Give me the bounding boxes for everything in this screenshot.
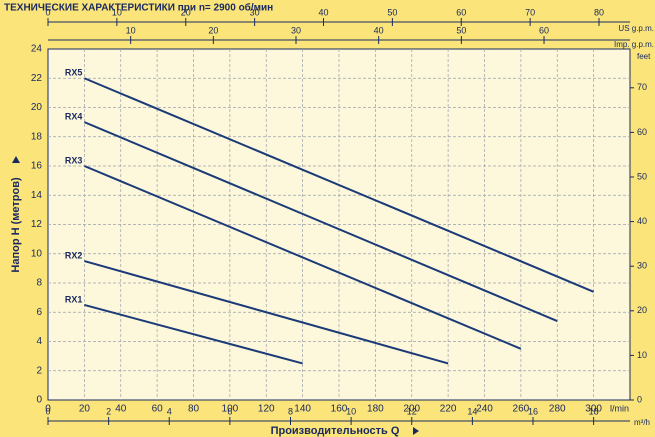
chart-title: ТЕХНИЧЕСКИЕ ХАРАКТЕРИСТИКИ при n= 2900 о… bbox=[4, 2, 273, 14]
m3h-tick-label: 12 bbox=[407, 406, 417, 416]
usgpm-tick-label: 0 bbox=[45, 7, 50, 17]
x-tick-label: 0 bbox=[45, 404, 51, 415]
x-tick-label: 120 bbox=[258, 404, 275, 415]
m3h-tick-label: 14 bbox=[467, 406, 477, 416]
x-tick-label: 60 bbox=[152, 404, 164, 415]
arrow-icon bbox=[413, 427, 419, 435]
x-tick-label: 20 bbox=[79, 404, 91, 415]
usgpm-tick-label: 70 bbox=[525, 7, 535, 17]
feet-tick-label: 20 bbox=[637, 305, 647, 315]
y-tick-label: 4 bbox=[36, 336, 42, 347]
usgpm-tick-label: 80 bbox=[594, 7, 604, 17]
x-tick-label: 200 bbox=[403, 404, 420, 415]
m3h-unit-label: m³/h bbox=[634, 418, 650, 427]
m3h-tick-label: 10 bbox=[346, 406, 356, 416]
x-tick-label: 180 bbox=[367, 404, 384, 415]
feet-tick-label: 60 bbox=[637, 127, 647, 137]
m3h-tick-label: 2 bbox=[106, 406, 111, 416]
feet-tick-label: 0 bbox=[637, 394, 642, 404]
y-tick-label: 6 bbox=[36, 307, 42, 318]
y-tick-label: 14 bbox=[31, 190, 43, 201]
m3h-tick-label: 6 bbox=[227, 406, 232, 416]
y-tick-label: 22 bbox=[31, 73, 43, 84]
series-line bbox=[84, 260, 449, 365]
x-tick-label: 300 bbox=[585, 404, 602, 415]
y-tick-label: 20 bbox=[31, 102, 43, 113]
y-tick-label: 12 bbox=[31, 219, 43, 230]
impgpm-tick-label: 60 bbox=[539, 25, 549, 35]
series-label: RX3 bbox=[65, 155, 83, 165]
y-tick-label: 18 bbox=[31, 131, 43, 142]
m3h-tick-label: 16 bbox=[528, 406, 538, 416]
feet-tick-label: 10 bbox=[637, 350, 647, 360]
y-tick-label: 10 bbox=[31, 248, 43, 259]
y-tick-label: 8 bbox=[36, 278, 42, 289]
feet-tick-label: 50 bbox=[637, 171, 647, 181]
y-tick-label: 2 bbox=[36, 365, 42, 376]
m3h-tick-label: 0 bbox=[45, 406, 50, 416]
impgpm-tick-label: 50 bbox=[456, 25, 466, 35]
series-label: RX2 bbox=[65, 250, 83, 260]
x-tick-label: 140 bbox=[294, 404, 311, 415]
series-label: RX4 bbox=[65, 112, 83, 122]
x-tick-label: 280 bbox=[549, 404, 566, 415]
usgpm-tick-label: 10 bbox=[112, 7, 122, 17]
series-line bbox=[83, 77, 595, 293]
x-unit-label: l/min bbox=[610, 403, 629, 413]
impgpm-tick-label: 30 bbox=[291, 25, 301, 35]
feet-tick-label: 30 bbox=[637, 261, 647, 271]
y-axis-title: Напор Н (метров) bbox=[10, 177, 22, 273]
impgpm-tick-label: 10 bbox=[126, 25, 136, 35]
m3h-tick-label: 18 bbox=[589, 406, 599, 416]
usgpm-tick-label: 30 bbox=[250, 7, 260, 17]
x-tick-label: 80 bbox=[188, 404, 200, 415]
feet-tick-label: 70 bbox=[637, 82, 647, 92]
usgpm-tick-label: 60 bbox=[456, 7, 466, 17]
x-tick-label: 240 bbox=[476, 404, 493, 415]
usgpm-tick-label: 20 bbox=[181, 7, 191, 17]
x-axis-title: Производительность Q bbox=[271, 425, 400, 437]
series-line bbox=[84, 303, 303, 365]
x-tick-label: 100 bbox=[222, 404, 239, 415]
series-line bbox=[83, 165, 522, 350]
series-line bbox=[83, 121, 558, 322]
usgpm-tick-label: 50 bbox=[387, 7, 397, 17]
m3h-tick-label: 8 bbox=[288, 406, 293, 416]
y-tick-label: 16 bbox=[31, 161, 43, 172]
arrow-icon bbox=[12, 156, 20, 163]
usgpm-unit-label: US g.p.m. bbox=[618, 24, 654, 33]
usgpm-tick-label: 40 bbox=[318, 7, 328, 17]
y-tick-label: 0 bbox=[36, 395, 42, 406]
x-tick-label: 40 bbox=[115, 404, 127, 415]
x-tick-label: 220 bbox=[440, 404, 457, 415]
series-label: RX5 bbox=[65, 68, 83, 78]
y-tick-label: 24 bbox=[31, 44, 43, 55]
impgpm-unit-label: Imp. g.p.m. bbox=[614, 40, 654, 49]
impgpm-tick-label: 40 bbox=[374, 25, 384, 35]
series-label: RX1 bbox=[65, 294, 83, 304]
m3h-tick-label: 4 bbox=[167, 406, 172, 416]
x-tick-label: 160 bbox=[331, 404, 348, 415]
feet-unit-label: feet bbox=[637, 52, 651, 61]
x-tick-label: 260 bbox=[513, 404, 530, 415]
feet-tick-label: 40 bbox=[637, 216, 647, 226]
impgpm-tick-label: 20 bbox=[208, 25, 218, 35]
